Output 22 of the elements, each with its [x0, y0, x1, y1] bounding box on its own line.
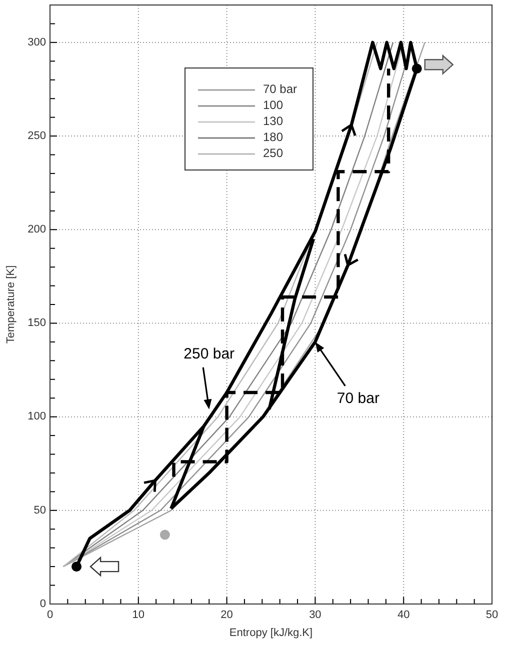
x-tick-label: 20 [220, 609, 233, 621]
y-axis-title: Temperature [K] [5, 265, 17, 344]
annotation: 70 bar [336, 390, 380, 407]
x-tick-label: 10 [132, 609, 145, 621]
y-tick-label: 0 [40, 598, 46, 610]
legend-label: 70 bar [263, 82, 298, 96]
x-tick-label: 40 [397, 609, 410, 621]
x-tick-label: 50 [486, 609, 498, 621]
legend-label: 130 [263, 114, 284, 128]
legend-label: 180 [263, 130, 284, 144]
y-tick-label: 300 [28, 36, 46, 48]
y-tick-label: 200 [28, 224, 46, 236]
legend-label: 100 [263, 98, 284, 112]
x-axis-title: Entropy [kJ/kg.K] [229, 627, 313, 639]
y-tick-label: 100 [28, 410, 46, 423]
x-tick-label: 30 [309, 609, 322, 621]
legend-label: 250 [263, 146, 284, 160]
y-tick-label: 50 [34, 504, 46, 516]
y-tick-label: 250 [28, 130, 46, 142]
y-tick-label: 150 [28, 317, 46, 330]
annotation: 250 bar [184, 345, 235, 362]
x-tick-label: 0 [46, 609, 54, 621]
